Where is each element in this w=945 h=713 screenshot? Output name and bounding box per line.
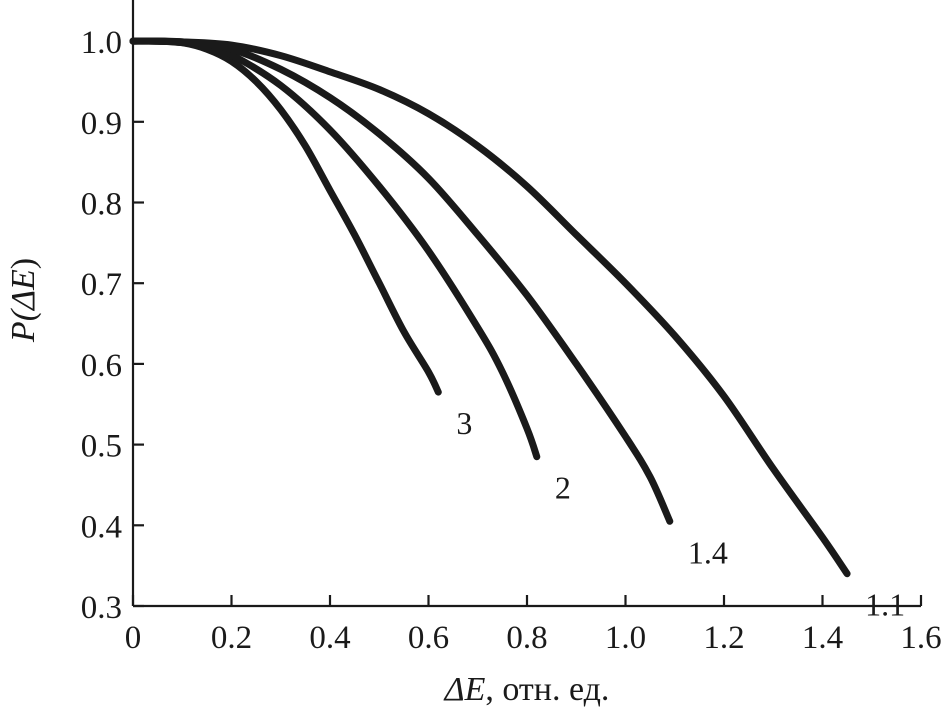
y-tick-label: 0.5 — [81, 429, 122, 465]
series-line-1.1 — [129, 37, 851, 578]
tick-labels: 0 0.2 0.4 0.6 0.8 1.0 1.2 1.4 1.6 0.3 0.4 0.5 0.6 0.7… — [81, 25, 942, 656]
y-tick-label: 0.9 — [81, 106, 122, 142]
x-tick-label: 0.6 — [408, 620, 449, 656]
y-tick-label: 1.0 — [81, 25, 122, 61]
series-label-2: 2 — [555, 470, 571, 506]
y-tick-label: 0.4 — [81, 509, 122, 545]
y-tick-label: 0.3 — [81, 590, 122, 626]
x-tick-label: 1.2 — [703, 620, 744, 656]
ticks — [131, 39, 923, 608]
y-tick-label: 0.8 — [81, 187, 122, 223]
x-tick-label: 1.4 — [802, 620, 843, 656]
x-tick-label: 0.8 — [506, 620, 547, 656]
series-label-3: 3 — [456, 405, 472, 441]
series-labels: 3 2 1.4 1.1 — [456, 405, 905, 623]
y-axis-title: P(ΔE) — [5, 258, 42, 343]
x-tick-label: 1.6 — [900, 620, 941, 656]
y-tick-label: 0.6 — [81, 348, 122, 384]
x-tick-label: 0.4 — [309, 620, 350, 656]
series-line-1.4 — [129, 37, 674, 525]
y-tick-label: 0.7 — [81, 267, 122, 303]
series-label-1.1: 1.1 — [865, 587, 905, 623]
x-axis-title: ΔE, отн. ед. — [443, 671, 610, 708]
x-tick-label: 0.2 — [211, 620, 252, 656]
x-tick-label: 1.0 — [605, 620, 646, 656]
curves — [129, 37, 851, 578]
series-label-1.4: 1.4 — [688, 534, 728, 570]
x-tick-label: 0 — [125, 620, 142, 656]
